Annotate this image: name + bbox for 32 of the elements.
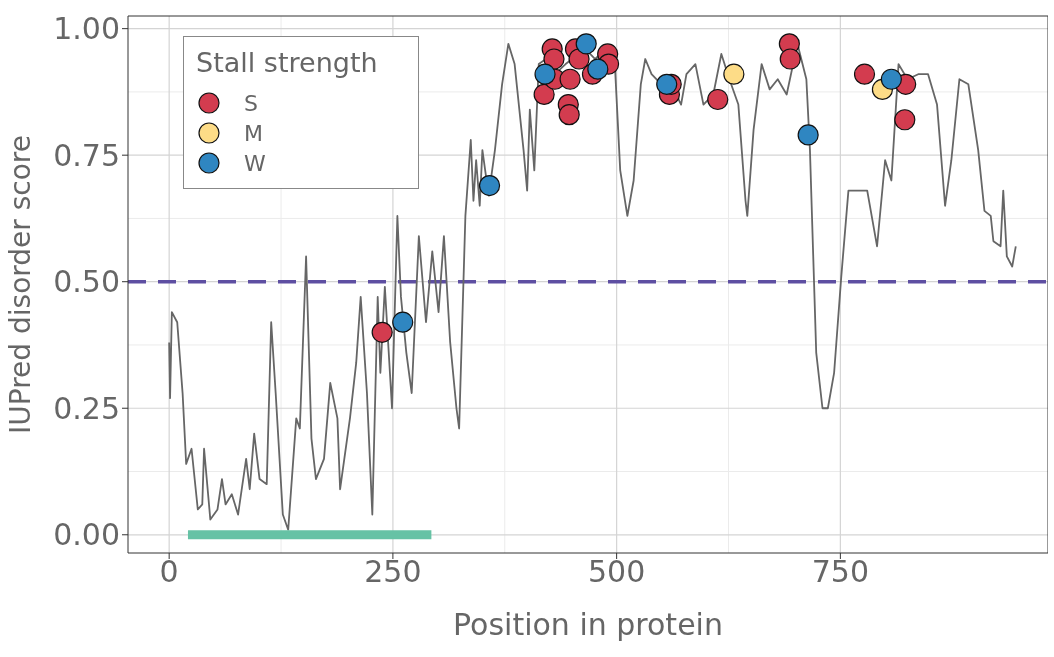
x-tick-label: 0 xyxy=(159,554,179,590)
y-axis-title: IUPred disorder score xyxy=(3,135,37,434)
point xyxy=(534,63,556,85)
y-tick-label: 0.00 xyxy=(53,517,120,553)
legend-label: M xyxy=(244,120,263,146)
point xyxy=(894,109,916,131)
legend-title: Stall strength xyxy=(196,47,379,78)
x-axis-title: Position in protein xyxy=(453,607,723,642)
x-tick-label: 750 xyxy=(811,554,870,590)
point xyxy=(533,83,555,106)
x-tick-label: 250 xyxy=(364,554,422,590)
point xyxy=(558,104,580,126)
point xyxy=(779,48,801,70)
y-tick-label: 0.25 xyxy=(53,390,120,426)
point xyxy=(575,33,597,55)
point xyxy=(478,174,501,197)
point xyxy=(707,88,729,111)
point xyxy=(559,68,581,90)
legend-label: W xyxy=(244,150,266,176)
point xyxy=(723,63,745,85)
y-tick-label: 1.00 xyxy=(53,11,120,47)
legend-label: S xyxy=(244,90,258,116)
point xyxy=(853,63,876,85)
x-tick-label: 500 xyxy=(588,554,646,590)
point xyxy=(880,68,902,90)
point xyxy=(392,311,414,333)
point xyxy=(543,48,565,70)
y-tick-label: 0.75 xyxy=(53,137,120,173)
point xyxy=(371,321,393,343)
point xyxy=(587,58,609,80)
y-tick-label: 0.50 xyxy=(53,264,120,300)
point xyxy=(797,124,819,146)
